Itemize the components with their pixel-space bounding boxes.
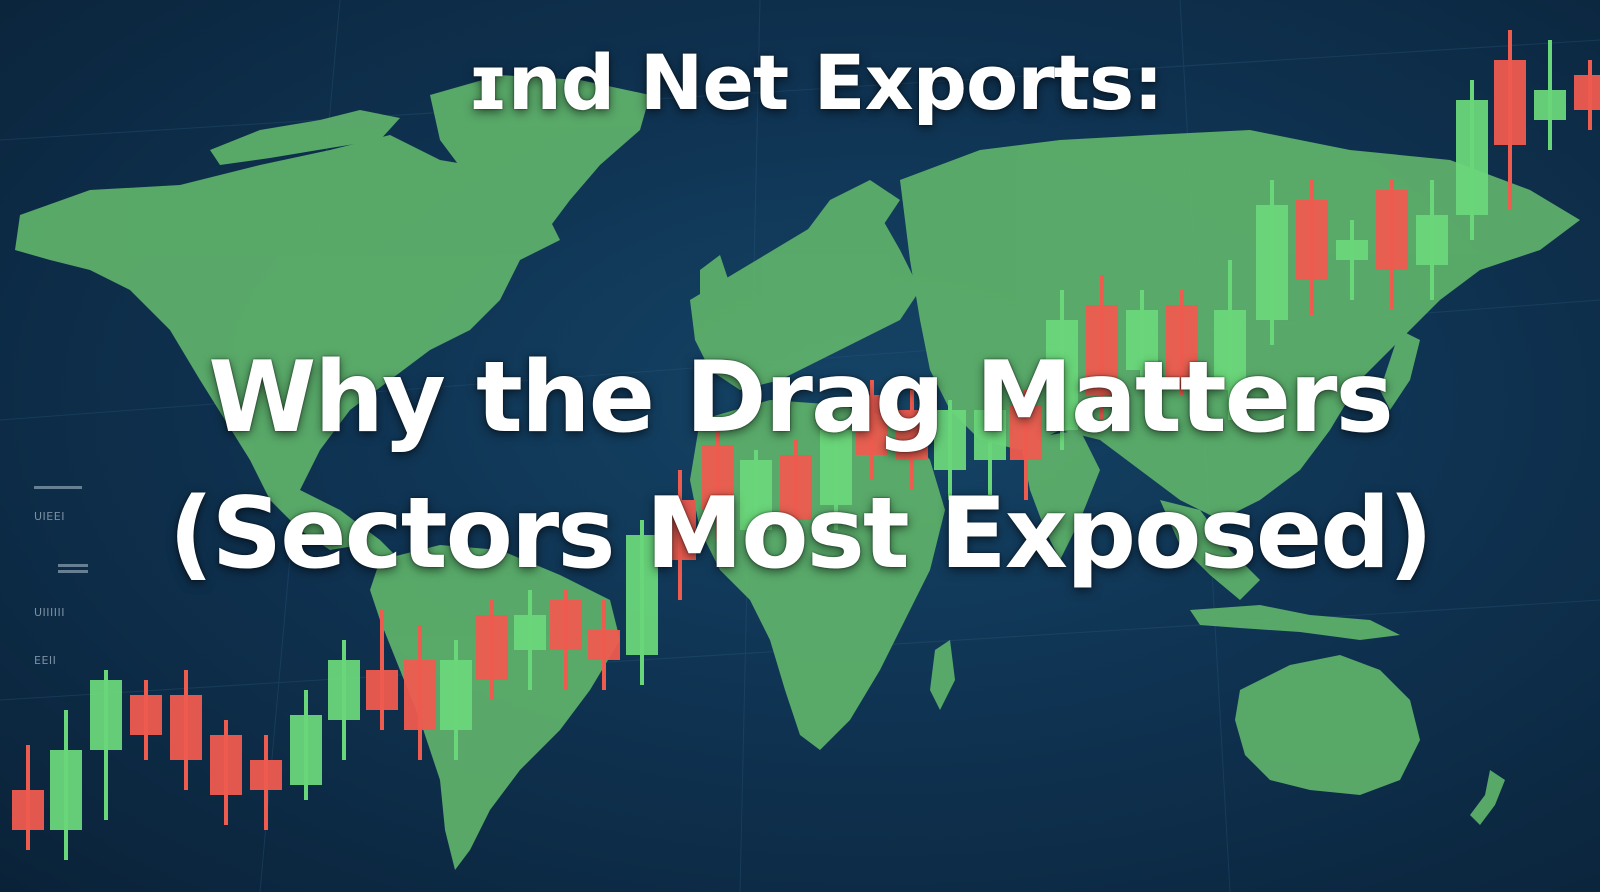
candle-up (934, 410, 966, 470)
madagascar-shape (930, 640, 955, 710)
top-title: ɪnd Net Exports: (467, 38, 1163, 127)
axis-dash-2 (58, 564, 88, 567)
candle-down (404, 660, 436, 730)
side-axis-label-2: UIIIIII (34, 606, 66, 619)
india-shape (1020, 430, 1100, 560)
main-title: Why the Drag Matters (Sectors Most Expos… (0, 330, 1600, 602)
indonesia-shape (1190, 605, 1400, 640)
candle-up (1456, 100, 1488, 215)
australia-shape (1235, 655, 1420, 795)
side-axis-label-1: UIEEI (34, 510, 65, 523)
candle-up (1126, 310, 1158, 370)
central-america-shape (300, 490, 400, 565)
candle-down (210, 735, 242, 795)
north-america-shape (15, 135, 560, 550)
candle-up (50, 750, 82, 830)
candle-down (588, 630, 620, 660)
arctic-islands-shape (210, 110, 400, 165)
axis-dash-1 (34, 486, 82, 489)
candle-up (1336, 240, 1368, 260)
candle-up (514, 615, 546, 650)
candle-down (1296, 200, 1328, 280)
candle-up (974, 410, 1006, 460)
candle-up (440, 660, 472, 730)
uk-shape (700, 255, 730, 305)
axis-dash-3 (58, 570, 88, 573)
main-title-line-2: (Sectors Most Exposed) (168, 477, 1433, 591)
side-axis-label-3: EEII (34, 654, 57, 667)
candle-down (476, 615, 508, 680)
candle-down (1574, 75, 1600, 110)
candle-down (1086, 305, 1118, 395)
japan-shape (1380, 330, 1420, 410)
candle-down (1166, 305, 1198, 380)
candle-up (90, 680, 122, 750)
candlestick-chart (12, 30, 1600, 860)
candle-down (1376, 190, 1408, 270)
candle-up (626, 535, 658, 655)
candle-up (290, 715, 322, 785)
candle-up (740, 460, 772, 530)
candle-down (366, 670, 398, 710)
candle-up (1256, 205, 1288, 320)
candle-down (250, 760, 282, 790)
candle-down (1010, 405, 1042, 460)
candle-down (12, 790, 44, 830)
candle-down (702, 445, 734, 510)
candle-down (550, 600, 582, 650)
europe-shape (690, 210, 920, 390)
scandinavia-shape (800, 180, 900, 245)
candle-down (130, 695, 162, 735)
candle-down (780, 455, 812, 520)
candle-up (820, 430, 852, 505)
candle-down (170, 695, 202, 760)
candle-down (664, 500, 696, 560)
southeast-asia-shape (1160, 500, 1260, 600)
greenland-shape (430, 75, 650, 250)
candle-down (856, 395, 888, 455)
candle-up (1416, 215, 1448, 265)
candle-down (1494, 60, 1526, 145)
candle-up (1214, 310, 1246, 390)
candle-up (1534, 90, 1566, 120)
new-zealand-shape (1470, 770, 1505, 825)
candle-up (328, 660, 360, 720)
candle-up (1046, 320, 1078, 430)
main-title-line-1: Why the Drag Matters (208, 341, 1394, 455)
candle-down (896, 410, 928, 460)
